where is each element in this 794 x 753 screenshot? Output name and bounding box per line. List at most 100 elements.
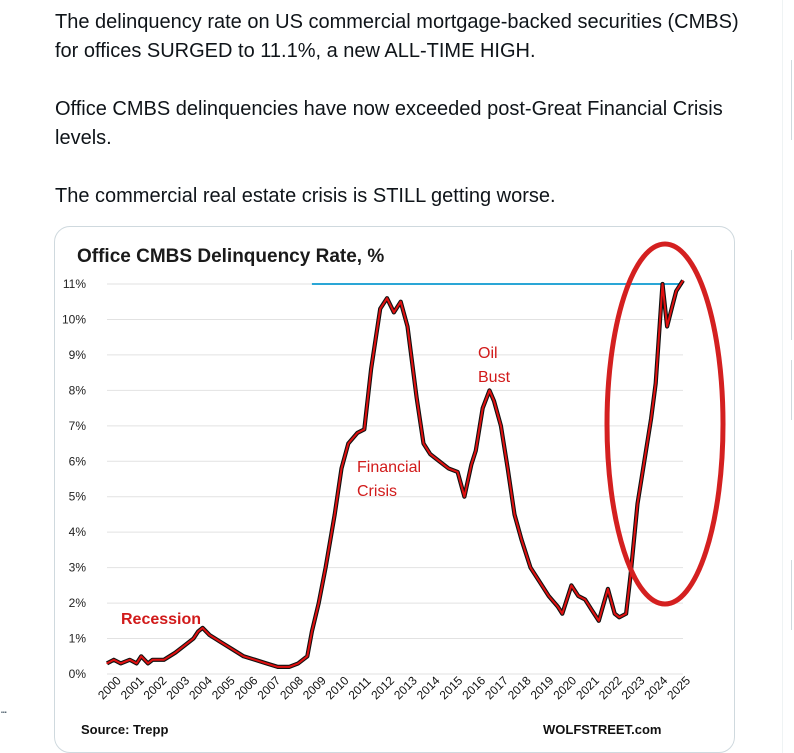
y-tick-label: 2%: [69, 596, 87, 610]
data-point: [324, 567, 327, 569]
left-rail: ...: [0, 0, 36, 753]
data-point: [192, 637, 195, 640]
data-point: [463, 496, 466, 498]
x-tick-label: 2019: [528, 673, 557, 702]
chart-source: Source: Trepp: [81, 722, 168, 737]
data-point: [340, 467, 343, 469]
media-card[interactable]: Office CMBS Delinquency Rate, % 0% 1% 2% 3%…: [54, 226, 735, 753]
annotation-financial-line2: Crisis: [357, 483, 397, 500]
data-point: [475, 450, 477, 452]
tweet-paragraph-1: The delinquency rate on US commercial mo…: [55, 11, 739, 62]
y-axis-ticks: 0% 1% 2% 3% 4% 5% 6% 7% 8% 9% 10% 11%: [62, 277, 86, 681]
chart-brand: WOLFSTREET.com: [543, 722, 661, 737]
data-point: [538, 581, 541, 583]
data-point: [557, 606, 559, 608]
y-tick-label: 5%: [69, 490, 87, 504]
data-point: [671, 308, 673, 310]
data-point: [106, 662, 108, 664]
data-point: [393, 311, 395, 313]
x-tick-label: 2011: [346, 674, 374, 702]
x-tick-label: 2015: [437, 673, 466, 702]
data-point: [675, 290, 677, 292]
x-tick-label: 2010: [323, 673, 352, 702]
data-point: [120, 662, 122, 664]
tweet-text: The delinquency rate on US commercial mo…: [55, 8, 755, 240]
data-point: [625, 613, 627, 615]
y-tick-label: 11%: [63, 277, 86, 291]
data-point: [607, 588, 609, 590]
data-point: [561, 613, 563, 615]
data-point: [174, 652, 176, 654]
data-point: [370, 368, 372, 370]
tweet-paragraph-3: The commercial real estate crisis is STI…: [55, 185, 556, 207]
highlight-ellipse: [604, 241, 726, 607]
annotation-oil-line2: Bust: [478, 369, 511, 386]
x-tick-label: 2003: [163, 673, 192, 702]
chart-title: Office CMBS Delinquency Rate, %: [77, 246, 384, 267]
x-tick-label: 2007: [254, 673, 283, 702]
data-point: [113, 659, 115, 661]
chart: Office CMBS Delinquency Rate, % 0% 1% 2% 3%…: [62, 241, 726, 737]
x-tick-label: 2017: [482, 673, 511, 702]
data-point: [577, 595, 579, 597]
x-tick-label: 2024: [642, 673, 671, 702]
y-tick-label: 6%: [69, 454, 87, 468]
data-point: [548, 595, 550, 597]
x-tick-label: 2025: [664, 673, 693, 702]
data-point: [666, 325, 668, 328]
x-axis-ticks: 2000200120022003200420052006200720082009…: [95, 673, 693, 702]
data-point: [650, 418, 652, 420]
data-point: [422, 442, 425, 445]
data-point: [129, 659, 131, 661]
annotation-recession: Recession: [121, 611, 201, 628]
right-rail: [782, 0, 794, 753]
data-point: [493, 400, 495, 402]
data-point: [500, 425, 502, 427]
right-rail-divider: [791, 560, 792, 630]
data-point: [457, 471, 459, 473]
data-point: [507, 467, 509, 469]
x-tick-label: 2020: [550, 673, 579, 702]
x-tick-label: 2009: [300, 673, 329, 702]
y-tick-label: 0%: [69, 667, 87, 681]
data-point: [682, 279, 684, 282]
x-tick-label: 2016: [459, 673, 488, 702]
x-tick-label: 2001: [118, 673, 147, 702]
data-point: [400, 301, 402, 303]
x-tick-label: 2022: [596, 673, 625, 702]
data-point: [618, 616, 620, 618]
y-tick-label: 7%: [69, 419, 87, 433]
data-point: [334, 513, 336, 516]
x-tick-label: 2014: [414, 673, 443, 702]
y-tick-label: 4%: [69, 525, 87, 539]
right-rail-divider: [791, 250, 792, 340]
right-rail-divider: [791, 60, 792, 140]
y-tick-label: 1%: [69, 632, 87, 646]
annotation-oil-line1: Oil: [478, 345, 498, 362]
data-point: [197, 630, 199, 633]
x-tick-label: 2013: [391, 673, 420, 702]
data-point: [488, 389, 491, 391]
data-point: [265, 662, 267, 664]
data-point: [318, 602, 320, 604]
data-point: [386, 297, 388, 299]
x-tick-label: 2002: [141, 673, 170, 702]
x-tick-label: 2008: [277, 673, 306, 702]
data-point: [135, 662, 138, 664]
data-point: [406, 325, 409, 328]
data-point: [584, 598, 586, 601]
data-point: [416, 396, 418, 399]
data-point: [202, 627, 204, 629]
y-tick-label: 3%: [69, 561, 87, 575]
data-point: [379, 308, 381, 310]
data-point: [297, 662, 299, 664]
data-point: [470, 464, 472, 466]
data-point: [254, 659, 256, 661]
data-point: [661, 283, 664, 285]
series-line: [106, 279, 685, 669]
data-point: [482, 407, 484, 409]
x-tick-label: 2021: [573, 673, 602, 702]
data-point: [655, 382, 657, 384]
x-tick-label: 2023: [619, 673, 648, 702]
data-point: [311, 630, 313, 633]
